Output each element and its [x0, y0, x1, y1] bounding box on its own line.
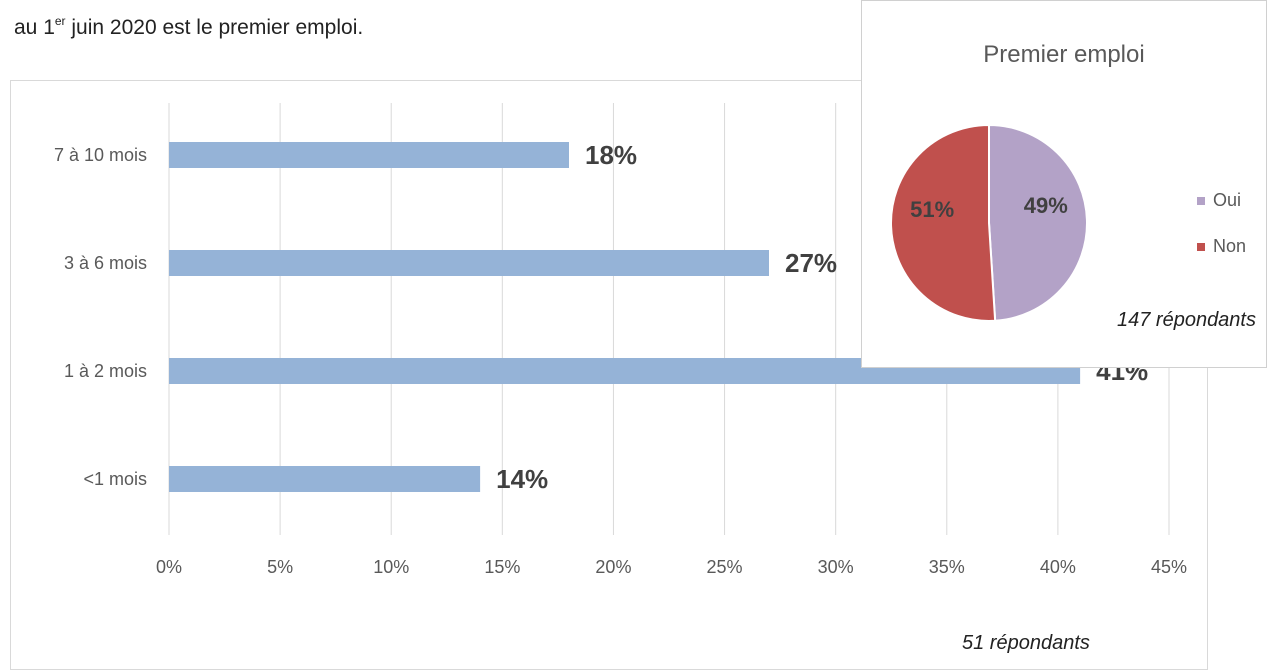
legend-item-non: Non	[1197, 236, 1246, 257]
pie-chart-title: Premier emploi	[983, 41, 1145, 68]
category-label: 1 à 2 mois	[64, 361, 147, 381]
document-text-line: au 1er juin 2020 est le premier emploi.	[14, 14, 364, 40]
category-label: <1 mois	[83, 469, 147, 489]
bar	[169, 250, 769, 276]
x-tick-label: 15%	[484, 557, 520, 577]
bar	[169, 142, 569, 168]
pie-data-label: 49%	[1024, 193, 1068, 218]
x-tick-label: 20%	[595, 557, 631, 577]
bar-chart: 0% 5% 10% 15% 20% 25% 30% 35% 40% 45% <1 mois 14% 1 …	[54, 103, 1187, 577]
document-text-suffix: juin 2020 est le premier emploi.	[65, 16, 364, 39]
x-tick-label: 10%	[373, 557, 409, 577]
pie-chart-respondents: 147 répondants	[1116, 309, 1256, 331]
category-label: 3 à 6 mois	[64, 253, 147, 273]
bar	[169, 466, 481, 492]
bar-data-label: 18%	[585, 140, 637, 170]
pie-chart: 49% 51%	[890, 123, 1088, 322]
document-text-superscript: er	[54, 14, 66, 28]
category-label: 7 à 10 mois	[54, 145, 147, 165]
legend-label-non: Non	[1213, 236, 1247, 256]
pie-chart-frame: Premier emploi 49% 51% Oui Non 147 répond…	[861, 0, 1267, 368]
document-text-prefix: au 1	[14, 16, 55, 39]
bar-chart-respondents: 51 répondants	[962, 632, 1090, 654]
pie-data-label: 51%	[910, 197, 954, 222]
legend-swatch-oui	[1197, 196, 1205, 205]
pie-slice	[890, 123, 997, 322]
bar-data-label: 14%	[496, 464, 548, 494]
legend-item-oui: Oui	[1197, 190, 1241, 211]
x-tick-label: 0%	[156, 557, 182, 577]
x-tick-label: 30%	[818, 557, 854, 577]
x-tick-label: 45%	[1151, 557, 1187, 577]
x-tick-label: 5%	[267, 557, 293, 577]
x-tick-label: 25%	[707, 557, 743, 577]
x-tick-label: 35%	[929, 557, 965, 577]
x-tick-label: 40%	[1040, 557, 1076, 577]
legend-swatch-non	[1197, 242, 1205, 251]
legend-label-oui: Oui	[1213, 190, 1242, 210]
pie-slice	[988, 123, 1088, 322]
bar-data-label: 27%	[785, 248, 837, 278]
